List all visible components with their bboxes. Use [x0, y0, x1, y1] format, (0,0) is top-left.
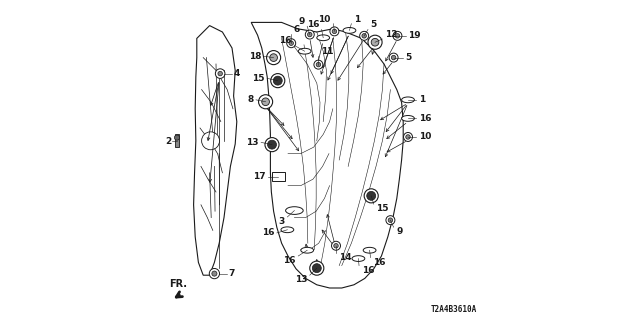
- Circle shape: [368, 35, 382, 49]
- Text: 16: 16: [283, 256, 296, 265]
- Text: 16: 16: [262, 228, 275, 237]
- Text: 11: 11: [321, 47, 333, 56]
- Circle shape: [314, 60, 323, 69]
- Circle shape: [312, 264, 321, 273]
- Text: 14: 14: [339, 253, 351, 262]
- Circle shape: [202, 132, 220, 150]
- Text: 13: 13: [246, 138, 259, 147]
- Ellipse shape: [317, 35, 330, 41]
- Circle shape: [367, 191, 376, 200]
- Circle shape: [259, 95, 273, 109]
- Text: 1: 1: [354, 15, 360, 24]
- Circle shape: [362, 34, 366, 38]
- Circle shape: [273, 76, 282, 85]
- Text: 16: 16: [362, 266, 374, 275]
- Ellipse shape: [298, 48, 311, 54]
- Circle shape: [316, 62, 321, 67]
- Circle shape: [371, 38, 379, 46]
- Circle shape: [334, 244, 339, 248]
- Circle shape: [209, 268, 220, 279]
- Text: 2: 2: [165, 137, 171, 146]
- Text: 1: 1: [419, 95, 425, 104]
- Circle shape: [289, 41, 293, 45]
- Circle shape: [393, 31, 402, 40]
- Circle shape: [332, 29, 337, 34]
- Text: 9: 9: [298, 17, 305, 26]
- Text: 3: 3: [278, 217, 285, 226]
- Circle shape: [211, 270, 218, 277]
- Circle shape: [386, 216, 395, 225]
- Ellipse shape: [352, 256, 365, 261]
- Text: 16: 16: [373, 258, 386, 267]
- Circle shape: [364, 189, 378, 203]
- Ellipse shape: [402, 116, 415, 121]
- Text: 13: 13: [294, 275, 307, 284]
- Text: 9: 9: [396, 227, 403, 236]
- Text: 16: 16: [419, 114, 431, 123]
- Circle shape: [287, 39, 296, 48]
- Circle shape: [406, 135, 410, 139]
- Ellipse shape: [285, 207, 303, 214]
- Text: FR.: FR.: [170, 279, 188, 289]
- Text: 6: 6: [294, 25, 300, 34]
- Circle shape: [310, 261, 324, 275]
- Circle shape: [218, 71, 223, 76]
- Text: 4: 4: [234, 69, 240, 78]
- Circle shape: [174, 135, 179, 140]
- Bar: [175, 134, 179, 147]
- Circle shape: [270, 54, 278, 61]
- Ellipse shape: [343, 28, 356, 33]
- Circle shape: [267, 51, 281, 65]
- Text: 8: 8: [247, 95, 253, 104]
- Text: 19: 19: [408, 31, 421, 40]
- Polygon shape: [251, 22, 403, 288]
- Text: 16: 16: [279, 36, 292, 45]
- Ellipse shape: [402, 97, 415, 103]
- Circle shape: [212, 271, 217, 276]
- Text: 17: 17: [253, 172, 265, 181]
- Bar: [272, 172, 285, 181]
- Ellipse shape: [364, 247, 376, 253]
- Text: 7: 7: [229, 269, 235, 278]
- Ellipse shape: [281, 227, 294, 233]
- Text: 18: 18: [249, 52, 262, 61]
- Text: 15: 15: [376, 204, 389, 213]
- Text: 10: 10: [419, 132, 431, 141]
- Text: 16: 16: [307, 20, 319, 29]
- Circle shape: [307, 32, 312, 37]
- Circle shape: [389, 53, 398, 62]
- Polygon shape: [193, 26, 237, 275]
- Circle shape: [265, 138, 279, 152]
- Circle shape: [388, 218, 393, 222]
- Circle shape: [215, 69, 225, 78]
- Circle shape: [396, 34, 399, 38]
- Circle shape: [392, 55, 396, 60]
- Circle shape: [268, 140, 276, 149]
- Circle shape: [271, 74, 285, 88]
- Circle shape: [360, 31, 369, 40]
- Circle shape: [404, 132, 413, 141]
- Circle shape: [330, 27, 339, 36]
- Ellipse shape: [301, 247, 314, 253]
- Circle shape: [305, 30, 314, 39]
- Circle shape: [262, 98, 269, 106]
- Text: T2A4B3610A: T2A4B3610A: [431, 305, 477, 314]
- Text: 5: 5: [405, 53, 412, 62]
- Text: 12: 12: [385, 30, 397, 39]
- Text: 5: 5: [371, 20, 377, 29]
- Text: 10: 10: [319, 15, 331, 24]
- Text: 15: 15: [252, 74, 265, 83]
- Circle shape: [332, 241, 340, 250]
